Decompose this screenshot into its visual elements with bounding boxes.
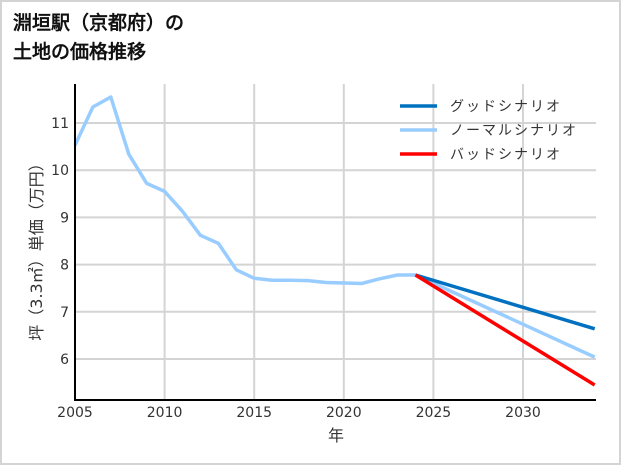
series-line [414,273,596,387]
series-line [414,273,596,331]
y-tick-label: 8 [60,258,69,274]
tick-labels: 2005 2010 2015 2020 2025 2030 6 7 8 9 10 11 [51,116,541,421]
y-tick-label: 9 [60,210,69,226]
chart-title-line-2: 土地の価格推移 [13,41,147,63]
x-tick-label: 2030 [505,405,541,421]
legend-label: バッドシナリオ [450,147,562,163]
y-tick-label: 6 [60,352,69,368]
series-lines [73,95,596,387]
x-tick-label: 2010 [147,405,183,421]
axes [74,84,596,401]
chart-title-line-1: 淵垣駅（京都府）の [13,12,185,34]
legend-label: ノーマルシナリオ [450,123,578,139]
chart-title: 淵垣駅（京都府）の 土地の価格推移 [13,9,184,67]
y-tick-label: 7 [60,305,69,321]
x-tick-label: 2020 [326,405,362,421]
x-tick-label: 2015 [236,405,272,421]
y-tick-label: 11 [51,116,69,132]
x-axis-label: 年 [328,426,344,445]
y-tick-label: 10 [51,163,69,179]
x-tick-label: 2025 [416,405,452,421]
grid-lines [75,84,596,400]
y-axis-label: 坪（3.3㎡）単価（万円） [27,155,46,340]
series-line [73,95,596,359]
legend-label: グッドシナリオ [450,99,562,115]
x-tick-label: 2005 [57,405,93,421]
